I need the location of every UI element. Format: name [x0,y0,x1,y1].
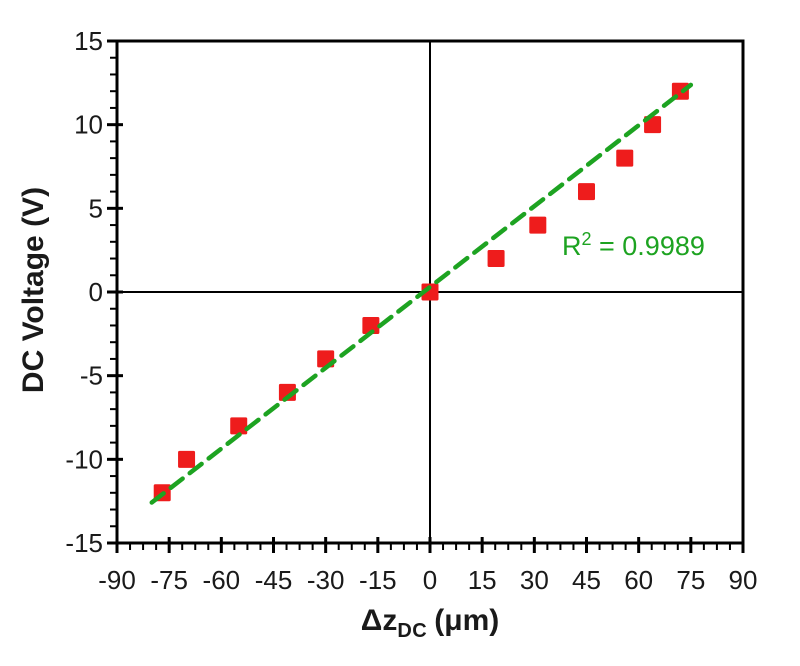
x-axis-title-main: Δz [360,604,398,637]
x-tick-label: -60 [203,565,241,595]
x-tick-label: 15 [468,565,497,595]
data-point [529,216,547,234]
x-axis-title-subscript: DC [397,620,428,642]
plot-border [115,39,745,545]
data-point [578,183,595,201]
trendline [149,82,694,505]
x-tick-label: 30 [520,565,549,595]
x-tick-label: 90 [729,565,758,595]
r-squared-annotation: R2 = 0.9989 [562,229,705,262]
y-axis-title: DC Voltage (V) [17,186,50,394]
y-tick-label: 10 [74,110,103,140]
x-axis-title: ΔzDC (μm) [117,604,743,642]
x-tick-label: 45 [572,565,601,595]
data-point [616,149,634,167]
r-squared-prefix: R [562,231,582,261]
y-tick-label: 0 [89,277,103,307]
data-point [487,250,505,268]
x-tick-label: -90 [98,565,136,595]
x-tick-label: -15 [359,565,397,595]
data-point [230,417,248,435]
x-tick-label: 60 [624,565,653,595]
x-axis-title-unit: (μm) [434,604,500,637]
r-squared-exponent: 2 [581,229,592,249]
y-tick-label: 15 [74,26,103,56]
data-point [362,316,380,334]
y-tick-label: -10 [65,444,103,474]
x-tick-label: 75 [676,565,705,595]
y-tick-label: 5 [89,193,103,223]
data-point [178,450,196,468]
y-tick-label: -5 [80,361,103,391]
x-tick-label: -30 [307,565,345,595]
x-tick-label: -45 [255,565,293,595]
r-squared-value: = 0.9989 [591,231,705,261]
x-tick-label: -75 [150,565,188,595]
y-tick-label: -15 [65,528,103,558]
x-tick-label: 0 [423,565,437,595]
